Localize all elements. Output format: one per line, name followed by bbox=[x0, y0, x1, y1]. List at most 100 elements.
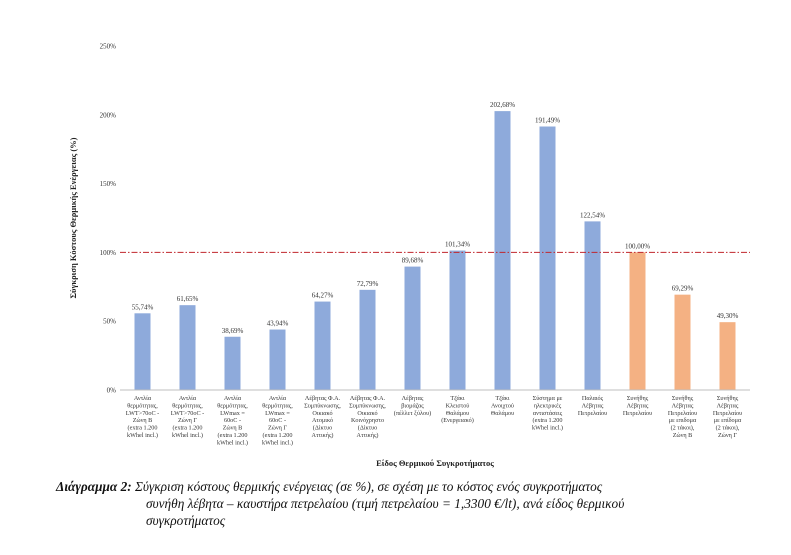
category-label-line: Οικιακό bbox=[312, 410, 332, 417]
category-label-line: Συμπύκνωσης, bbox=[349, 402, 386, 409]
category-label-line: (2 τάκοι), bbox=[671, 425, 695, 432]
category-label-line: Συνήθης bbox=[627, 395, 649, 402]
category-label: Παλαιός Λέβητας Πετρελαίου bbox=[578, 395, 607, 417]
category-label-line: LWT>70oC - bbox=[126, 410, 159, 417]
bar bbox=[494, 111, 511, 391]
category-label: Αντλία θερμότητας, LWT>70oC -Ζώνη Β (extra … bbox=[126, 395, 159, 439]
category-label-line: (Δίκτυο bbox=[358, 425, 377, 432]
data-label: 100,00% bbox=[625, 242, 650, 250]
category-label: Συνήθης Λέβητας Πετρελαίου με επιδομα (2 τάκ… bbox=[668, 395, 697, 439]
category-label: Αντλία θερμότητας, LWmax = 60oC -Ζώνη Γ (ext… bbox=[262, 395, 293, 446]
category-label-line: Ζώνη Γ bbox=[178, 417, 197, 424]
category-label-line: Πετρελαίου bbox=[668, 410, 697, 417]
y-tick-label: 100% bbox=[100, 249, 117, 257]
category-label-line: Ζώνη Β bbox=[133, 417, 153, 424]
bars bbox=[134, 111, 736, 391]
category-label-line: Αττικής) bbox=[312, 432, 334, 439]
data-label: 61,65% bbox=[177, 295, 199, 303]
y-axis: 0% 50% 100% 150% 200% 250% bbox=[100, 43, 117, 395]
y-tick-label: 250% bbox=[100, 43, 117, 51]
y-axis-title: Σύγκριση Κόστους Θερμικής Ενέργειας (%) bbox=[70, 137, 78, 298]
category-label-line: LWT>70oC - bbox=[171, 410, 204, 417]
category-label-line: Λέβητας bbox=[627, 402, 649, 409]
category-label-line: αντιστάσεις bbox=[533, 410, 563, 417]
y-tick-label: 200% bbox=[100, 111, 117, 119]
bar bbox=[719, 322, 736, 390]
category-label-line: θερμότητας, bbox=[217, 402, 248, 409]
category-label-line: Αντλία bbox=[134, 395, 152, 402]
category-label: Λέβητας Φ.Α. Συμπύκνωσης, Οικιακό Ατομικό (Δ… bbox=[304, 395, 341, 439]
category-label-line: Παλαιός bbox=[582, 395, 604, 402]
category-label-line: Συνήθης bbox=[672, 395, 694, 402]
data-label: 69,29% bbox=[672, 285, 694, 293]
chart: 0% 50% 100% 150% 200% 250% 55,74% 61,65% 38,69%… bbox=[68, 8, 770, 476]
data-label: 64,27% bbox=[312, 292, 334, 300]
category-label: Αντλία θερμότητας, LWmax = 60oC -Ζώνη Β (ext… bbox=[217, 395, 248, 446]
caption-line-3: συγκροτήματος bbox=[146, 513, 226, 528]
category-label: Συνήθης Λέβητας Πετρελαίου με επίδομα (2 τάκ… bbox=[713, 395, 742, 439]
bar bbox=[134, 313, 151, 390]
category-label-line: ηλεκτρικές bbox=[534, 402, 562, 409]
category-label-line: Ατομικό bbox=[312, 417, 333, 424]
bar bbox=[269, 329, 286, 390]
category-label: Λέβητας βιομάζας (πέλλετ ξύλου) bbox=[394, 395, 431, 417]
category-label-line: Λέβητας bbox=[582, 402, 604, 409]
category-label-line: Κοινόχρηστο bbox=[351, 417, 384, 424]
y-tick-label: 50% bbox=[103, 318, 116, 326]
bar bbox=[449, 250, 466, 390]
category-label-line: βιομάζας bbox=[401, 402, 424, 409]
category-label-line: kWhel incl.) bbox=[217, 439, 248, 446]
figure-caption: Διάγραμμα 2: Σύγκριση κόστους θερμικής ε… bbox=[56, 478, 756, 529]
category-label-line: Πετρελαίου bbox=[623, 410, 652, 417]
category-label-line: Λέβητας bbox=[402, 395, 424, 402]
category-label-line: (extra 1.200 bbox=[533, 417, 563, 424]
category-label-line: Ζώνη Β bbox=[223, 425, 243, 432]
category-label-line: θερμότητας, bbox=[127, 402, 158, 409]
y-tick-label: 0% bbox=[107, 387, 117, 395]
bar-chart-svg: 0% 50% 100% 150% 200% 250% 55,74% 61,65% 38,69%… bbox=[68, 43, 750, 468]
category-label-line: Συμπύκνωσης, bbox=[304, 402, 341, 409]
category-label-line: Λέβητας Φ.Α. bbox=[305, 395, 341, 402]
category-label-line: Οικιακό bbox=[357, 410, 377, 417]
data-label: 72,79% bbox=[357, 280, 379, 288]
data-label: 55,74% bbox=[132, 303, 154, 311]
data-label: 38,69% bbox=[222, 327, 244, 335]
category-label-line: (Ενεργειακό) bbox=[441, 417, 474, 424]
category-label-line: Ανοιχτού bbox=[491, 402, 514, 409]
bar bbox=[674, 294, 691, 390]
category-label-line: Θαλάμου bbox=[491, 410, 514, 417]
category-label: Αντλία θερμότητας, LWT>70oC -Ζώνη Γ (extra … bbox=[171, 395, 204, 439]
category-label-line: 60oC - bbox=[224, 417, 241, 424]
category-label-line: (extra 1.200 bbox=[128, 425, 158, 432]
category-label-line: LWmax = bbox=[220, 410, 245, 417]
bar bbox=[359, 289, 376, 390]
data-label: 43,94% bbox=[267, 320, 289, 328]
category-label: Λέβητας Φ.Α. Συμπύκνωσης, Οικιακό Κοινόχρησ… bbox=[349, 395, 386, 439]
data-label: 191,49% bbox=[535, 117, 560, 125]
bar bbox=[179, 305, 196, 390]
y-tick-label: 150% bbox=[100, 180, 117, 188]
bar bbox=[584, 221, 601, 390]
category-label-line: Τζάκι bbox=[450, 395, 464, 402]
bar bbox=[224, 336, 241, 390]
caption-line-2: συνήθη λέβητα – καυστήρα πετρελαίου (τιμ… bbox=[146, 496, 625, 511]
category-label-line: kWhel incl.) bbox=[532, 425, 563, 432]
category-label-line: Αττικής) bbox=[357, 432, 379, 439]
category-label-line: (extra 1.200 bbox=[173, 425, 203, 432]
category-label-line: Πετρελαίου bbox=[713, 410, 742, 417]
bar bbox=[404, 266, 421, 390]
category-label-line: kWhel incl.) bbox=[262, 439, 293, 446]
caption-label: Διάγραμμα 2: bbox=[56, 479, 132, 494]
category-label-line: Λέβητας Φ.Α. bbox=[350, 395, 386, 402]
category-label: Σύστημα με ηλεκτρικές αντιστάσεις (extra 1.… bbox=[532, 395, 563, 432]
category-label-line: (extra 1.200 bbox=[263, 432, 293, 439]
bar bbox=[314, 301, 331, 390]
category-label-line: με επιδομα bbox=[669, 417, 697, 424]
data-label: 101,34% bbox=[445, 241, 470, 249]
category-label-line: LWmax = bbox=[265, 410, 290, 417]
category-label-line: Ζώνη Γ bbox=[718, 432, 737, 439]
data-label: 89,68% bbox=[402, 257, 424, 265]
category-label-line: (πέλλετ ξύλου) bbox=[394, 410, 431, 417]
category-label-line: Σύστημα με bbox=[533, 395, 563, 402]
category-label-line: Θαλάμου bbox=[446, 410, 469, 417]
